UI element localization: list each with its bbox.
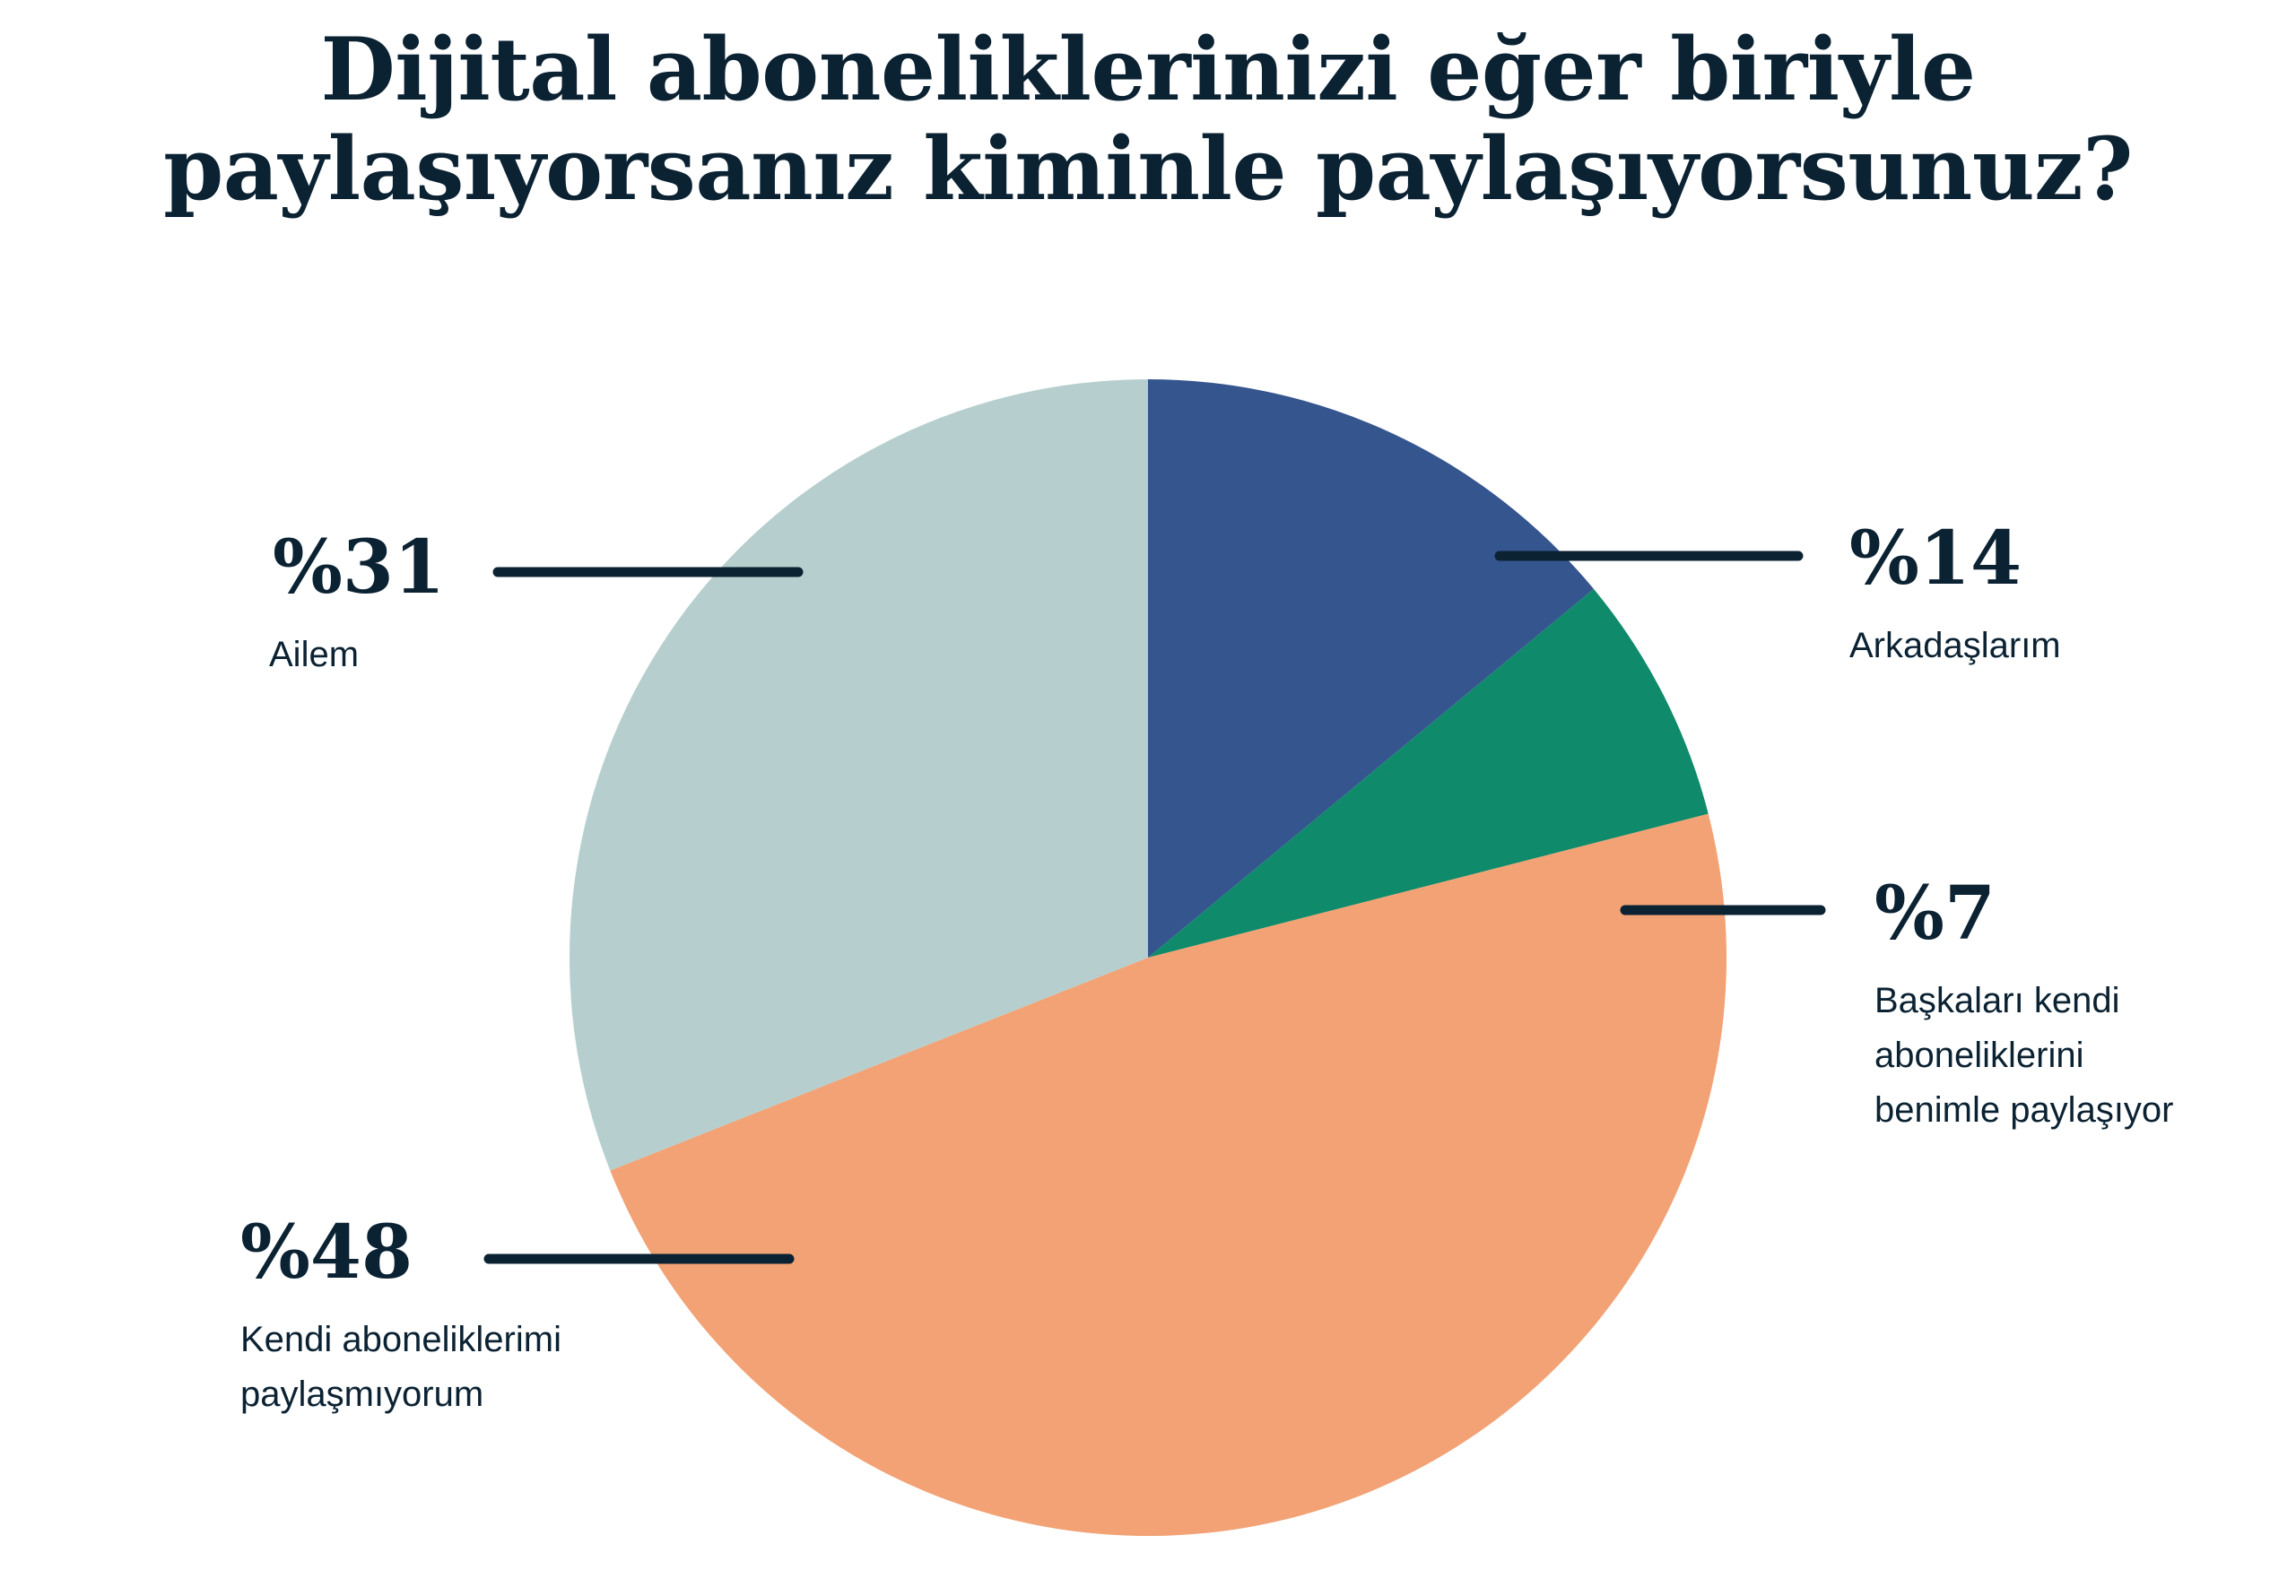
pie-slice-ailem[interactable] xyxy=(569,379,1148,1171)
callout-arkadaslarim-label: Arkadaşlarım xyxy=(1849,626,2061,665)
callout-ailem-percent: %31 xyxy=(273,525,446,611)
callout-kendi: %48 Kendi aboneliklerimi paylaşmıyorum xyxy=(240,1216,725,1422)
pie-slice-kendi[interactable] xyxy=(610,813,1727,1537)
callout-baskalari-label: Başkaları kendi aboneliklerini benimle p… xyxy=(1874,981,2174,1130)
callout-arkadaslarim-percent: %14 xyxy=(1849,516,2022,602)
page-title: Dijital aboneliklerinizi eğer biriyle pa… xyxy=(163,19,2133,221)
callout-kendi-label: Kendi aboneliklerimi paylaşmıyorum xyxy=(240,1320,561,1414)
callout-arkadaslarim: %14 Arkadaşlarım xyxy=(1849,522,2262,673)
pie-slice-baskalari[interactable] xyxy=(1148,588,1709,958)
callout-ailem: %31 Ailem xyxy=(269,531,655,682)
callout-kendi-percent: %48 xyxy=(240,1210,413,1296)
pie-slice-arkadaslarim[interactable] xyxy=(1148,379,1594,958)
callout-baskalari: %7 Başkaları kendi aboneliklerini beniml… xyxy=(1874,877,2296,1137)
callout-baskalari-percent: %7 xyxy=(1874,871,1996,957)
callout-ailem-label: Ailem xyxy=(269,635,360,674)
